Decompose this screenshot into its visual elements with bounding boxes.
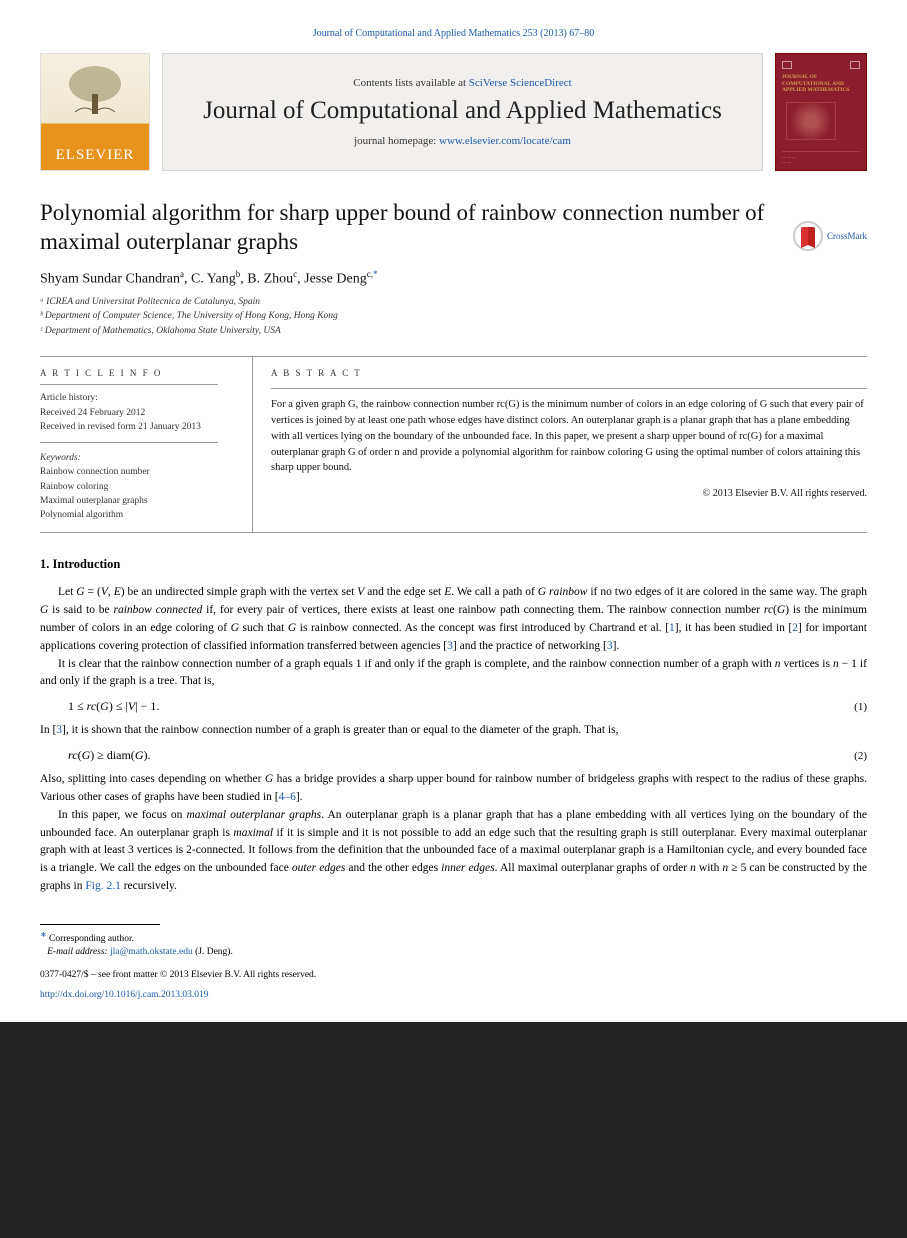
para-3: In [3], it is shown that the rainbow con…: [40, 722, 867, 740]
abstract-copyright: © 2013 Elsevier B.V. All rights reserved…: [271, 486, 867, 501]
crossmark-badge[interactable]: CrossMark: [793, 221, 867, 251]
elsevier-label: ELSEVIER: [41, 147, 149, 164]
para-5: In this paper, we focus on maximal outer…: [40, 807, 867, 896]
affiliations: ᵃ ICREA and Universitat Politecnica de C…: [40, 295, 867, 338]
affiliation-a: ᵃ ICREA and Universitat Politecnica de C…: [40, 295, 867, 309]
article-title: Polynomial algorithm for sharp upper bou…: [40, 199, 781, 257]
affiliation-b: ᵇ Department of Computer Science, The Un…: [40, 309, 867, 323]
fig-2-1-ref[interactable]: Fig. 2.1: [85, 880, 120, 892]
footnote-marker: ∗: [40, 930, 47, 939]
abstract: A B S T R A C T For a given graph G, the…: [252, 357, 867, 533]
equation-1: 1 ≤ rc(G) ≤ |V| − 1. (1): [40, 699, 867, 714]
section-1-heading: 1. Introduction: [40, 557, 867, 572]
keyword-1: Rainbow coloring: [40, 480, 218, 494]
doi-link[interactable]: http://dx.doi.org/10.1016/j.cam.2013.03.…: [40, 990, 208, 1000]
history-received: Received 24 February 2012: [40, 406, 218, 420]
contents-prefix: Contents lists available at: [353, 77, 468, 89]
footnote-separator: [40, 924, 160, 925]
cite-4-6[interactable]: 4–6: [279, 791, 296, 803]
journal-cover-thumb: JOURNAL OF COMPUTATIONAL AND APPLIED MAT…: [775, 53, 867, 171]
cover-title: JOURNAL OF COMPUTATIONAL AND APPLIED MAT…: [782, 74, 860, 94]
article-info-label: A R T I C L E I N F O: [40, 367, 218, 381]
abstract-label: A B S T R A C T: [271, 367, 867, 381]
crossmark-label: CrossMark: [827, 231, 867, 241]
top-citation: Journal of Computational and Applied Mat…: [40, 28, 867, 39]
para-2: It is clear that the rainbow connection …: [40, 656, 867, 692]
keyword-3: Polynomial algorithm: [40, 508, 218, 522]
eqn1-number: (1): [854, 701, 867, 713]
body-text: Let G = (V, E) be an undirected simple g…: [40, 584, 867, 895]
journal-header: ELSEVIER Contents lists available at Sci…: [40, 53, 867, 171]
keywords-label: Keywords:: [40, 451, 218, 465]
para-1: Let G = (V, E) be an undirected simple g…: [40, 584, 867, 655]
affiliation-c: ᶜ Department of Mathematics, Oklahoma St…: [40, 324, 867, 338]
crossmark-icon: [793, 221, 823, 251]
keyword-2: Maximal outerplanar graphs: [40, 494, 218, 508]
equation-2: rc(G) ≥ diam(G). (2): [40, 748, 867, 763]
para-4: Also, splitting into cases depending on …: [40, 771, 867, 807]
eqn2-number: (2): [854, 750, 867, 762]
front-matter-line: 0377-0427/$ – see front matter © 2013 El…: [0, 970, 907, 980]
history-revised: Received in revised form 21 January 2013: [40, 420, 218, 434]
homepage-link[interactable]: www.elsevier.com/locate/cam: [439, 135, 571, 147]
email-label: E-mail address:: [47, 947, 110, 957]
history-label: Article history:: [40, 391, 218, 405]
keyword-0: Rainbow connection number: [40, 465, 218, 479]
sciencedirect-link[interactable]: SciVerse ScienceDirect: [469, 77, 572, 89]
article-info: A R T I C L E I N F O Article history: R…: [40, 357, 228, 533]
elsevier-logo: ELSEVIER: [40, 53, 150, 171]
journal-name: Journal of Computational and Applied Mat…: [203, 97, 722, 126]
email-tail: (J. Deng).: [193, 947, 233, 957]
homepage-prefix: journal homepage:: [354, 135, 439, 147]
authors: Shyam Sundar Chandrana, C. Yangb, B. Zho…: [40, 269, 867, 288]
abstract-text: For a given graph G, the rainbow connect…: [271, 397, 867, 476]
doi-line: http://dx.doi.org/10.1016/j.cam.2013.03.…: [0, 990, 907, 1022]
footnote-label: Corresponding author.: [49, 934, 134, 944]
corresponding-email[interactable]: jla@math.okstate.edu: [110, 947, 193, 957]
corresponding-author-footnote: ∗ Corresponding author. E-mail address: …: [40, 929, 867, 960]
journal-box: Contents lists available at SciVerse Sci…: [162, 53, 763, 171]
